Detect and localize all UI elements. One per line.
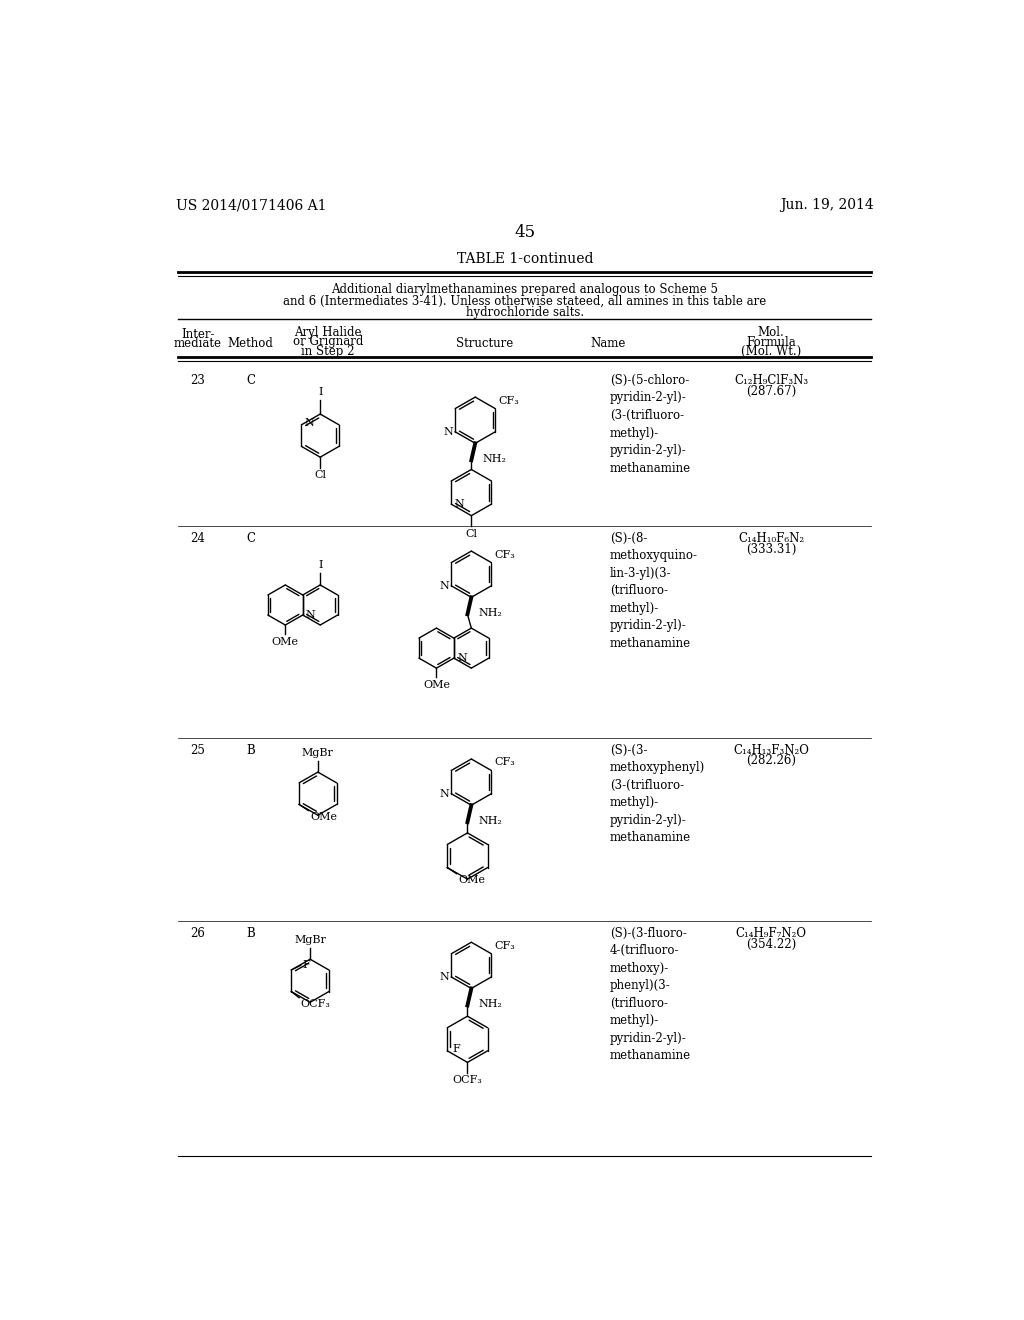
Text: 25: 25 bbox=[190, 743, 205, 756]
Text: and 6 (Intermediates 3-41). Unless otherwise stateed, all amines in this table a: and 6 (Intermediates 3-41). Unless other… bbox=[284, 294, 766, 308]
Text: Method: Method bbox=[227, 337, 273, 350]
Text: N: N bbox=[306, 610, 315, 620]
Text: B: B bbox=[246, 743, 255, 756]
Text: hydrochloride salts.: hydrochloride salts. bbox=[466, 306, 584, 319]
Text: Cl: Cl bbox=[465, 529, 477, 539]
Text: F: F bbox=[452, 1044, 460, 1055]
Text: Name: Name bbox=[591, 337, 627, 350]
Text: (S)-(5-chloro-
pyridin-2-yl)-
(3-(trifluoro-
methyl)-
pyridin-2-yl)-
methanamine: (S)-(5-chloro- pyridin-2-yl)- (3-(triflu… bbox=[610, 374, 691, 474]
Text: F: F bbox=[302, 960, 310, 970]
Text: CF₃: CF₃ bbox=[495, 941, 515, 950]
Text: C₁₄H₁₃F₃N₂O: C₁₄H₁₃F₃N₂O bbox=[733, 743, 809, 756]
Text: CF₃: CF₃ bbox=[495, 549, 515, 560]
Text: Formula: Formula bbox=[746, 335, 796, 348]
Text: NH₂: NH₂ bbox=[482, 454, 506, 463]
Text: OMe: OMe bbox=[271, 636, 299, 647]
Text: I: I bbox=[317, 387, 323, 397]
Text: Jun. 19, 2014: Jun. 19, 2014 bbox=[780, 198, 873, 213]
Text: 24: 24 bbox=[190, 532, 205, 545]
Text: OMe: OMe bbox=[310, 812, 337, 822]
Text: (S)-(3-
methoxyphenyl)
(3-(trifluoro-
methyl)-
pyridin-2-yl)-
methanamine: (S)-(3- methoxyphenyl) (3-(trifluoro- me… bbox=[610, 743, 706, 843]
Text: Aryl Halide: Aryl Halide bbox=[294, 326, 361, 339]
Text: (282.26): (282.26) bbox=[746, 755, 797, 767]
Text: C: C bbox=[246, 374, 255, 387]
Text: in Step 2: in Step 2 bbox=[301, 345, 354, 358]
Text: (S)-(8-
methoxyquino-
lin-3-yl)(3-
(trifluoro-
methyl)-
pyridin-2-yl)-
methanami: (S)-(8- methoxyquino- lin-3-yl)(3- (trif… bbox=[610, 532, 698, 649]
Text: NH₂: NH₂ bbox=[478, 816, 502, 825]
Text: I: I bbox=[317, 561, 323, 570]
Text: OMe: OMe bbox=[458, 875, 485, 886]
Text: mediate: mediate bbox=[174, 337, 222, 350]
Text: CF₃: CF₃ bbox=[495, 758, 515, 767]
Text: Cl: Cl bbox=[314, 470, 327, 480]
Text: OCF₃: OCF₃ bbox=[453, 1076, 482, 1085]
Text: MgBr: MgBr bbox=[294, 936, 326, 945]
Text: C₁₂H₉ClF₃N₃: C₁₂H₉ClF₃N₃ bbox=[734, 374, 808, 387]
Text: B: B bbox=[246, 927, 255, 940]
Text: C₁₄H₉F₇N₂O: C₁₄H₉F₇N₂O bbox=[736, 927, 807, 940]
Text: or Grignard: or Grignard bbox=[293, 335, 364, 348]
Text: N: N bbox=[439, 972, 449, 982]
Text: N: N bbox=[304, 418, 314, 428]
Text: (354.22): (354.22) bbox=[746, 937, 797, 950]
Text: (287.67): (287.67) bbox=[746, 385, 797, 397]
Text: Inter-: Inter- bbox=[181, 327, 214, 341]
Text: TABLE 1-continued: TABLE 1-continued bbox=[457, 252, 593, 267]
Text: OMe: OMe bbox=[423, 680, 450, 689]
Text: NH₂: NH₂ bbox=[478, 607, 502, 618]
Text: N: N bbox=[439, 581, 449, 591]
Text: C₁₄H₁₀F₆N₂: C₁₄H₁₀F₆N₂ bbox=[738, 532, 804, 545]
Text: N: N bbox=[457, 653, 467, 663]
Text: 26: 26 bbox=[190, 927, 205, 940]
Text: CF₃: CF₃ bbox=[499, 396, 519, 405]
Text: 45: 45 bbox=[514, 224, 536, 240]
Text: C: C bbox=[246, 532, 255, 545]
Text: (333.31): (333.31) bbox=[746, 543, 797, 556]
Text: NH₂: NH₂ bbox=[478, 999, 502, 1008]
Text: N: N bbox=[439, 788, 449, 799]
Text: Structure: Structure bbox=[456, 337, 513, 350]
Text: Mol.: Mol. bbox=[758, 326, 784, 339]
Text: (S)-(3-fluoro-
4-(trifluoro-
methoxy)-
phenyl)(3-
(trifluoro-
methyl)-
pyridin-2: (S)-(3-fluoro- 4-(trifluoro- methoxy)- p… bbox=[610, 927, 691, 1063]
Text: (Mol. Wt.): (Mol. Wt.) bbox=[741, 345, 802, 358]
Text: 23: 23 bbox=[190, 374, 205, 387]
Text: N: N bbox=[443, 426, 453, 437]
Text: MgBr: MgBr bbox=[302, 748, 334, 758]
Text: OCF₃: OCF₃ bbox=[301, 999, 331, 1010]
Text: N: N bbox=[455, 499, 464, 510]
Text: US 2014/0171406 A1: US 2014/0171406 A1 bbox=[176, 198, 327, 213]
Text: Additional diarylmethanamines prepared analogous to Scheme 5: Additional diarylmethanamines prepared a… bbox=[332, 284, 718, 296]
